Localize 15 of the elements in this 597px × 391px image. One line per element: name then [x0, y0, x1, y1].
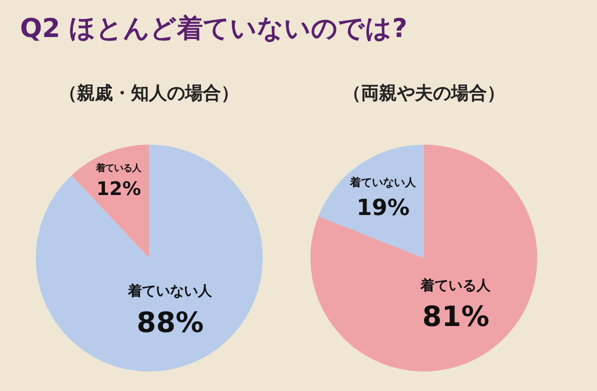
- chart-subtitle: （両親や夫の場合）: [343, 83, 505, 104]
- data-label: 12%: [96, 179, 142, 200]
- slice-label: 着ていない人: [349, 176, 418, 189]
- slice-label: 着ている人: [95, 162, 142, 174]
- chart-subtitle: （親戚・知人の場合）: [59, 83, 239, 104]
- slice-label: 着ていない人: [127, 282, 214, 300]
- data-label: 19%: [356, 194, 410, 221]
- data-label: 88%: [136, 306, 204, 339]
- pie-slice: [72, 144, 150, 258]
- pie-slice: [36, 144, 263, 372]
- pie-slice: [310, 144, 538, 372]
- data-label: 81%: [422, 300, 490, 334]
- chart-title: Q2 ほとんど着ていないのでは?: [20, 14, 408, 44]
- slice-label: 着ている人: [420, 276, 492, 294]
- pie-slice: [318, 144, 424, 258]
